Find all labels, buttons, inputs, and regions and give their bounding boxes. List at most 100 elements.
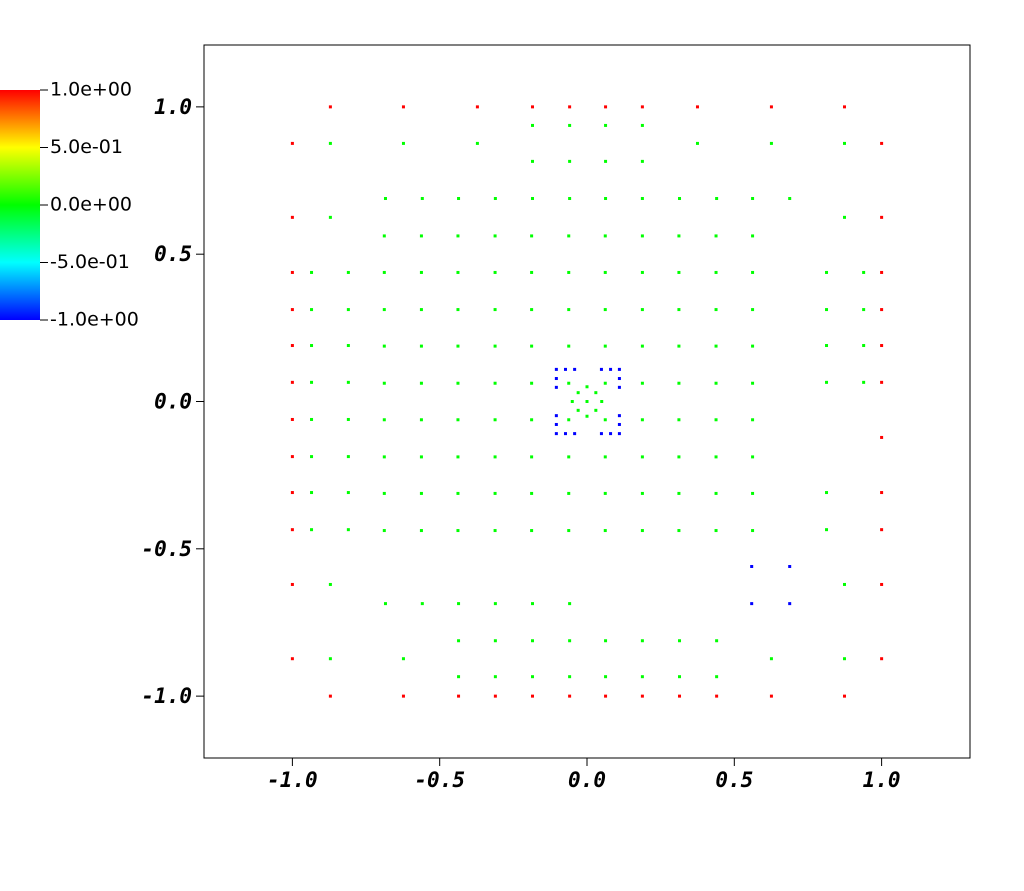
point xyxy=(456,491,460,495)
point xyxy=(714,344,718,348)
point xyxy=(328,105,332,109)
point xyxy=(604,675,608,679)
point xyxy=(678,675,682,679)
point xyxy=(576,408,580,412)
point xyxy=(382,234,386,238)
point xyxy=(310,455,314,459)
point xyxy=(382,270,386,274)
point xyxy=(554,422,558,426)
point xyxy=(419,491,423,495)
point xyxy=(567,381,571,385)
point xyxy=(604,123,608,127)
point xyxy=(346,528,350,532)
point xyxy=(290,270,294,274)
point xyxy=(346,380,350,384)
point xyxy=(677,455,681,459)
point xyxy=(862,270,866,274)
point xyxy=(382,344,386,348)
point xyxy=(530,381,534,385)
point xyxy=(493,529,497,533)
point xyxy=(576,391,580,395)
point xyxy=(677,381,681,385)
point xyxy=(530,418,534,422)
point xyxy=(456,455,460,459)
point xyxy=(751,270,755,274)
point xyxy=(493,694,497,698)
point xyxy=(678,694,682,698)
point xyxy=(382,381,386,385)
point xyxy=(880,582,884,586)
point xyxy=(290,308,294,312)
y-tick-label: 1.0 xyxy=(154,95,192,119)
point xyxy=(383,197,387,201)
point xyxy=(456,381,460,385)
point xyxy=(604,159,608,163)
point xyxy=(825,270,829,274)
point xyxy=(751,491,755,495)
point xyxy=(640,105,644,109)
point xyxy=(677,344,681,348)
point xyxy=(677,491,681,495)
point xyxy=(346,417,350,421)
point xyxy=(568,694,572,698)
point xyxy=(640,529,644,533)
point xyxy=(568,123,572,127)
point xyxy=(714,418,718,422)
x-tick-label: 0.5 xyxy=(715,768,753,792)
point xyxy=(842,657,846,661)
point xyxy=(714,455,718,459)
point xyxy=(842,582,846,586)
point xyxy=(751,344,755,348)
point xyxy=(328,141,332,145)
point xyxy=(346,270,350,274)
point xyxy=(290,491,294,495)
point xyxy=(401,694,405,698)
point xyxy=(420,197,424,201)
point xyxy=(715,675,719,679)
point xyxy=(290,657,294,661)
point xyxy=(714,270,718,274)
point xyxy=(567,308,571,312)
point xyxy=(419,270,423,274)
point xyxy=(530,344,534,348)
point xyxy=(493,381,497,385)
point xyxy=(310,528,314,532)
point xyxy=(678,639,682,643)
point xyxy=(714,529,718,533)
point xyxy=(493,308,497,312)
point xyxy=(493,675,497,679)
point xyxy=(640,270,644,274)
point xyxy=(456,308,460,312)
point xyxy=(530,159,534,163)
point xyxy=(310,308,314,312)
point xyxy=(568,639,572,643)
point xyxy=(751,455,755,459)
point xyxy=(310,417,314,421)
point xyxy=(714,381,718,385)
point xyxy=(862,344,866,348)
point xyxy=(677,234,681,238)
point xyxy=(493,344,497,348)
point xyxy=(640,308,644,312)
point xyxy=(290,344,294,348)
point xyxy=(567,455,571,459)
point xyxy=(530,694,534,698)
point xyxy=(617,385,621,389)
point xyxy=(880,215,884,219)
point xyxy=(290,417,294,421)
y-tick-label: 0.0 xyxy=(154,390,192,414)
point xyxy=(573,432,577,436)
point xyxy=(346,344,350,348)
point xyxy=(290,455,294,459)
point xyxy=(609,432,613,436)
point xyxy=(554,432,558,436)
point xyxy=(456,234,460,238)
point xyxy=(290,528,294,532)
point xyxy=(715,197,719,201)
point xyxy=(640,344,644,348)
point xyxy=(604,639,608,643)
point xyxy=(567,270,571,274)
point xyxy=(788,602,792,606)
point xyxy=(457,197,461,201)
point xyxy=(456,270,460,274)
